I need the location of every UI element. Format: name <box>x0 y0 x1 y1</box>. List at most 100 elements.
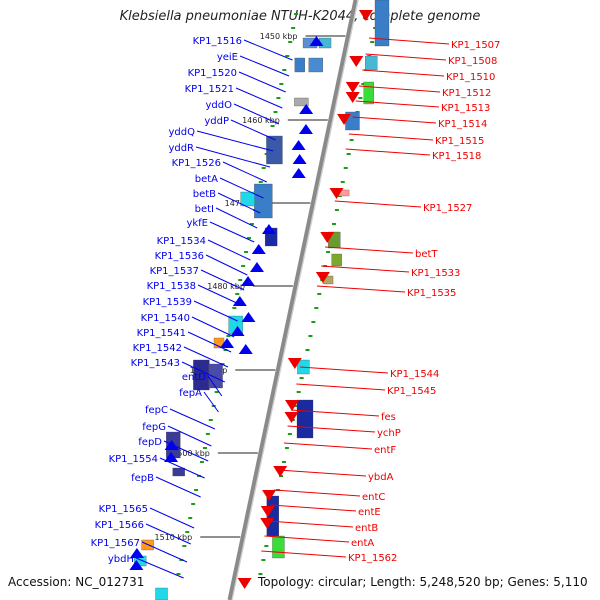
right-label-connector <box>321 265 410 273</box>
left-gene-label: KP1_1521 <box>185 84 234 95</box>
left-label-connector <box>219 177 264 199</box>
right-gene-label: betT <box>415 249 438 260</box>
reverse-gene-arrow <box>345 92 360 103</box>
left-label-connector <box>203 391 219 413</box>
forward-gene-arrow <box>129 548 144 558</box>
left-gene-label: fepC <box>145 405 168 416</box>
left-label-connector <box>230 119 276 141</box>
left-gene-label: yddR <box>168 143 194 154</box>
reverse-gene-arrow <box>345 82 360 93</box>
left-gene-label: fepD <box>138 437 162 448</box>
accession-text: Accession: NC_012731 <box>8 575 145 589</box>
left-gene-label: ykfE <box>186 218 208 229</box>
right-gene-label: KP1_1545 <box>387 386 436 397</box>
left-gene-label: KP1_1539 <box>143 297 192 308</box>
scale-tick-label: 1480 kbp <box>207 282 245 291</box>
left-label-connector <box>141 541 188 563</box>
right-gene-label: KP1_1562 <box>348 553 397 564</box>
forward-gene-arrow <box>298 124 313 134</box>
left-gene-label: KP1_1537 <box>150 266 199 277</box>
left-label-connector <box>169 408 216 430</box>
right-label-connector <box>290 409 380 417</box>
reverse-gene-arrow <box>315 272 330 283</box>
left-label-connector <box>197 284 242 306</box>
right-gene-label: KP1_1512 <box>442 88 491 99</box>
right-label-connector <box>365 53 447 61</box>
left-gene-label: yeiE <box>217 52 238 63</box>
right-label-connector <box>362 69 445 77</box>
left-label-connector <box>222 161 267 183</box>
left-label-connector <box>243 39 293 61</box>
forward-gene-arrow <box>249 262 264 272</box>
right-gene-label: ychP <box>377 428 401 439</box>
gene-block <box>374 0 390 47</box>
forward-gene-arrow <box>220 338 235 348</box>
left-gene-label: yddO <box>206 100 233 111</box>
left-gene-label: yddP <box>204 116 229 127</box>
reverse-gene-arrow <box>285 400 299 411</box>
right-gene-label: entC <box>362 492 385 503</box>
right-label-connector <box>264 535 350 543</box>
left-gene-label: yddQ <box>169 127 196 138</box>
left-gene-label: KP1_1516 <box>193 36 242 47</box>
left-label-connector <box>149 507 195 529</box>
right-label-connector <box>278 469 367 477</box>
right-gene-label: KP1_1508 <box>448 56 497 67</box>
left-label-connector <box>205 254 248 276</box>
reverse-gene-arrow <box>349 56 364 67</box>
right-label-connector <box>267 520 354 528</box>
genome-title: Klebsiella pneumoniae NTUH-K2044, comple… <box>119 9 481 24</box>
forward-gene-arrow <box>241 312 256 322</box>
forward-gene-arrow <box>164 440 179 450</box>
left-label-connector <box>217 192 261 214</box>
left-label-connector <box>167 425 212 447</box>
left-gene-label: fepB <box>131 473 154 484</box>
forward-gene-arrow <box>309 36 324 46</box>
left-label-connector <box>215 207 258 229</box>
scale-tick-label: 1450 kbp <box>260 32 298 41</box>
forward-gene-arrow <box>299 104 314 114</box>
right-label-connector <box>274 489 361 497</box>
right-label-connector <box>348 133 434 141</box>
forward-gene-arrow <box>129 560 144 570</box>
gene-block <box>365 55 378 71</box>
left-gene-label: KP1_1565 <box>99 504 148 515</box>
gene-block <box>296 399 314 439</box>
left-label-connector <box>196 130 274 152</box>
gene-block <box>155 587 168 600</box>
forward-gene-arrow <box>261 224 276 234</box>
right-gene-label: KP1_1518 <box>432 151 481 162</box>
left-label-connector <box>209 221 255 243</box>
gene-block <box>272 535 285 559</box>
left-label-connector <box>195 146 271 168</box>
left-gene-label: KP1_1534 <box>157 236 206 247</box>
forward-gene-arrow <box>230 326 245 336</box>
reverse-gene-arrow <box>287 358 302 369</box>
forward-gene-arrow <box>232 296 247 306</box>
left-gene-label: KP1_1566 <box>95 520 144 531</box>
right-gene-label: KP1_1510 <box>446 72 495 83</box>
reverse-gene-arrow <box>337 114 352 125</box>
left-label-connector <box>200 269 245 291</box>
left-label-connector <box>238 71 286 93</box>
gene-block <box>266 135 283 165</box>
right-gene-label: entF <box>374 445 396 456</box>
reverse-gene-arrow <box>262 490 277 501</box>
left-gene-label: KP1_1567 <box>91 538 140 549</box>
left-label-connector <box>145 523 191 545</box>
reverse-gene-arrow <box>284 412 299 423</box>
forward-gene-arrow <box>291 140 306 150</box>
left-gene-label: KP1_1520 <box>188 68 237 79</box>
left-label-connector <box>207 239 251 261</box>
right-label-connector <box>261 550 347 558</box>
right-label-connector <box>270 504 357 512</box>
reverse-gene-arrow <box>358 10 373 21</box>
right-label-connector <box>368 37 450 45</box>
gene-block <box>294 97 309 107</box>
topology-text: Topology: circular; Length: 5,248,520 bp… <box>258 575 588 589</box>
gene-block <box>308 57 323 73</box>
right-gene-label: KP1_1527 <box>423 203 472 214</box>
right-label-connector <box>316 285 406 293</box>
right-label-connector <box>355 100 440 108</box>
